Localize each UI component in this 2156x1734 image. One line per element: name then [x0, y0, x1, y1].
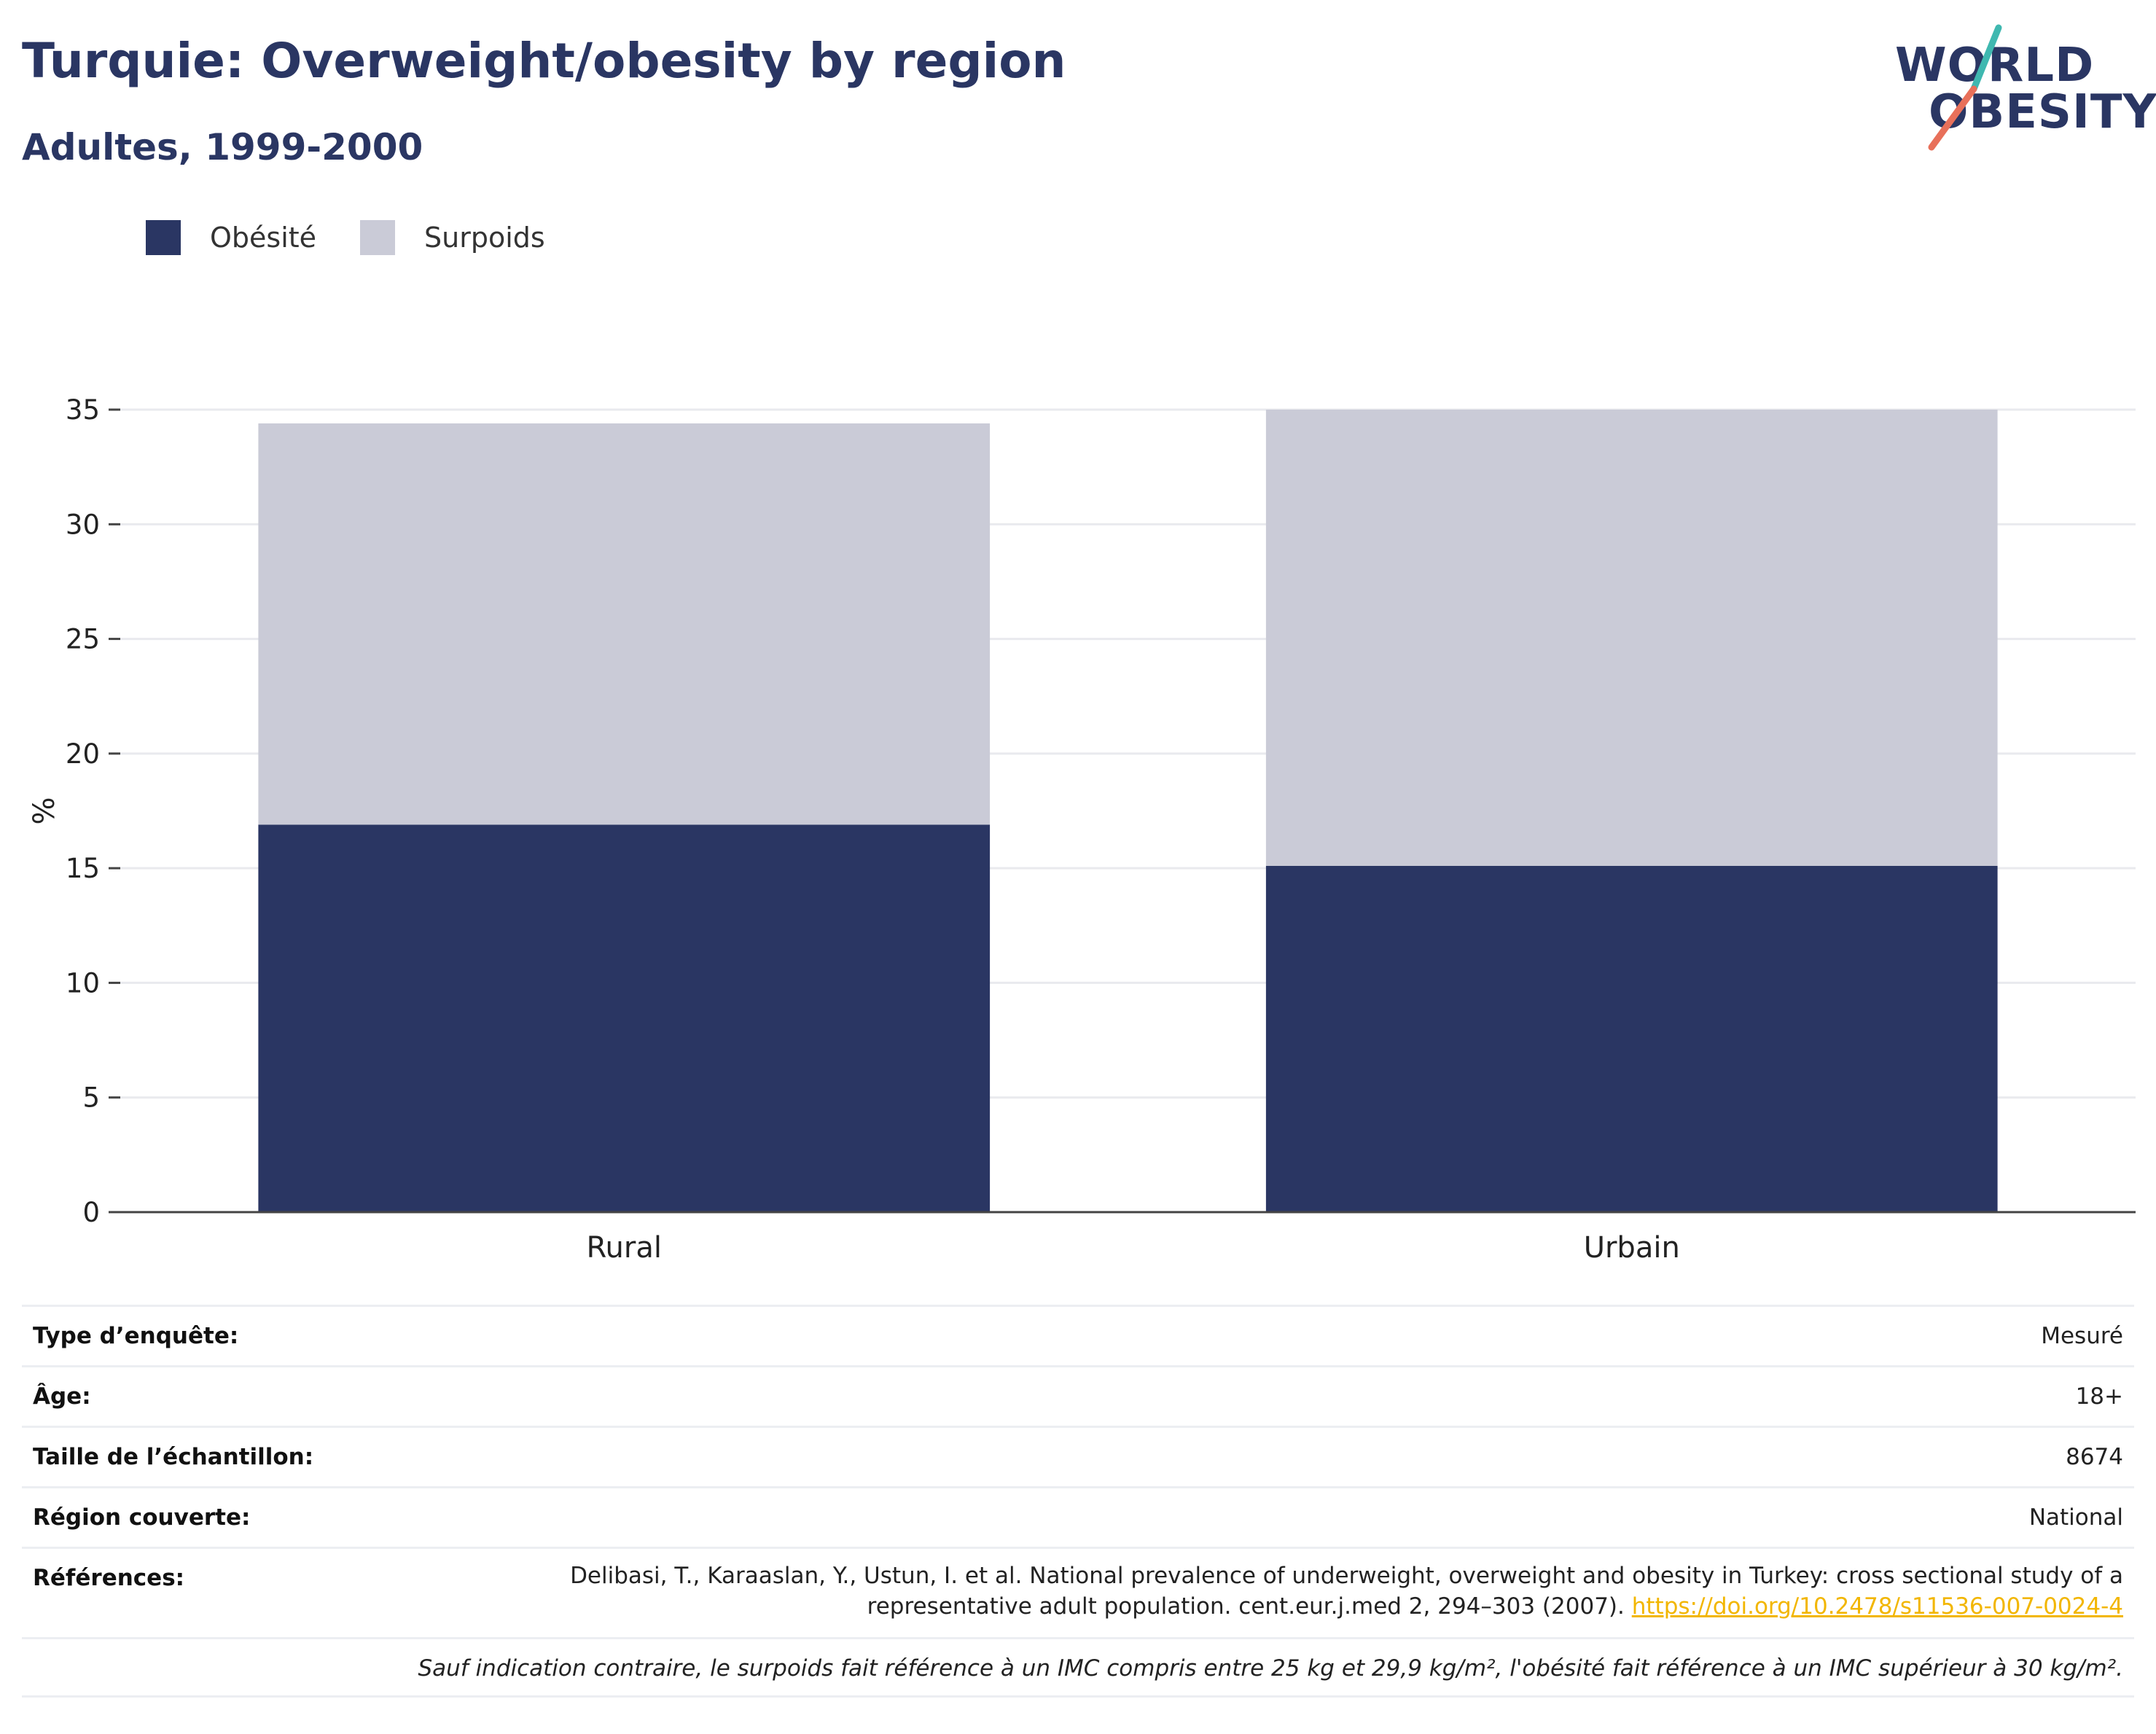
- x-tick-label-urbain: Urbain: [1584, 1231, 1680, 1265]
- logo-slash-icon: [1928, 24, 2002, 151]
- meta-key-age: Âge:: [33, 1383, 91, 1410]
- y-tick-label-30: 30: [66, 509, 100, 540]
- bmi-definition-note: Sauf indication contraire, le surpoids f…: [418, 1655, 2123, 1682]
- meta-key-sample-size: Taille de l’échantillon:: [33, 1444, 314, 1470]
- meta-value-age: 18+: [2075, 1383, 2123, 1410]
- meta-row-region: Région couverte: National: [22, 1486, 2134, 1547]
- legend-item-obesity[interactable]: Obésité: [146, 220, 316, 255]
- bar-rural-obesity: [258, 824, 991, 1212]
- bar-urbain-obesity: [1265, 865, 1998, 1212]
- meta-row-references: Références: Delibasi, T., Karaaslan, Y.,…: [22, 1547, 2134, 1637]
- legend-label-obesity: Obésité: [210, 222, 317, 254]
- meta-row-note: Sauf indication contraire, le surpoids f…: [22, 1637, 2134, 1698]
- y-tick-label-25: 25: [66, 624, 100, 655]
- meta-row-sample-size: Taille de l’échantillon: 8674: [22, 1426, 2134, 1486]
- meta-key-region: Région couverte:: [33, 1504, 251, 1531]
- meta-key-references: Références:: [33, 1565, 185, 1591]
- y-tick-label-35: 35: [66, 394, 100, 426]
- chart-title: Turquie: Overweight/obesity by region: [22, 33, 1066, 89]
- chart-subtitle: Adultes, 1999-2000: [22, 126, 423, 168]
- stacked-bar-chart: 0 5 10 15 20 25 30 35% Rural Urbain: [28, 394, 2136, 1265]
- meta-value-sample-size: 8674: [2066, 1444, 2123, 1470]
- y-tick-label-0: 0: [82, 1197, 100, 1228]
- meta-row-survey-type: Type d’enquête: Mesuré: [22, 1305, 2134, 1365]
- y-tick-label-15: 15: [66, 853, 100, 884]
- meta-row-age: Âge: 18+: [22, 1365, 2134, 1426]
- reference-citation: Delibasi, T., Karaaslan, Y., Ustun, I. e…: [570, 1563, 2123, 1620]
- legend-swatch-obesity: [146, 220, 181, 255]
- legend-label-overweight: Surpoids: [424, 222, 545, 254]
- y-tick-label-5: 5: [82, 1082, 100, 1114]
- legend-swatch-overweight: [360, 220, 396, 255]
- bar-urbain-overweight: [1265, 410, 1998, 866]
- legend-item-overweight[interactable]: Surpoids: [360, 220, 545, 255]
- meta-value-region: National: [2028, 1504, 2123, 1531]
- meta-key-survey-type: Type d’enquête:: [33, 1323, 239, 1349]
- legend: Obésité Surpoids: [146, 217, 589, 258]
- reference-doi-link[interactable]: https://doi.org/10.2478/s11536-007-0024-…: [1631, 1593, 2123, 1620]
- logo-line-1: WORLD: [1895, 39, 2095, 93]
- x-tick-label-rural: Rural: [587, 1231, 662, 1265]
- meta-value-survey-type: Mesuré: [2041, 1323, 2123, 1349]
- y-tick-label-10: 10: [66, 967, 100, 999]
- bar-rural-overweight: [258, 423, 991, 825]
- survey-metadata: Type d’enquête: Mesuré Âge: 18+ Taille d…: [22, 1305, 2134, 1698]
- y-tick-label-20: 20: [66, 738, 100, 770]
- y-axis-label: %: [28, 797, 61, 824]
- meta-value-references: Delibasi, T., Karaaslan, Y., Ustun, I. e…: [447, 1561, 2123, 1622]
- world-obesity-logo: WORLD OBESITY: [1895, 22, 2156, 153]
